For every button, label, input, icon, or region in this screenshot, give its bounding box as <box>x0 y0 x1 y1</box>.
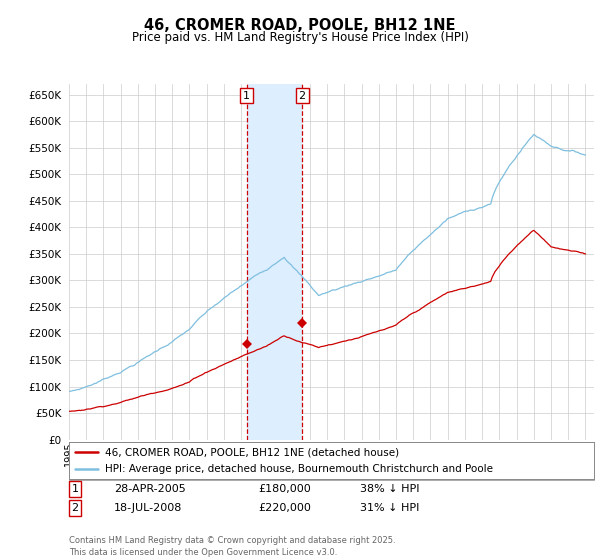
Text: 38% ↓ HPI: 38% ↓ HPI <box>360 484 419 494</box>
Text: 28-APR-2005: 28-APR-2005 <box>114 484 186 494</box>
Text: £180,000: £180,000 <box>258 484 311 494</box>
Text: 2: 2 <box>71 503 79 513</box>
Text: 46, CROMER ROAD, POOLE, BH12 1NE (detached house): 46, CROMER ROAD, POOLE, BH12 1NE (detach… <box>105 447 399 457</box>
Text: 18-JUL-2008: 18-JUL-2008 <box>114 503 182 513</box>
Text: 1: 1 <box>243 91 250 101</box>
Text: £220,000: £220,000 <box>258 503 311 513</box>
Text: 46, CROMER ROAD, POOLE, BH12 1NE: 46, CROMER ROAD, POOLE, BH12 1NE <box>144 18 456 33</box>
Text: 2: 2 <box>299 91 306 101</box>
Text: HPI: Average price, detached house, Bournemouth Christchurch and Poole: HPI: Average price, detached house, Bour… <box>105 464 493 474</box>
Text: 31% ↓ HPI: 31% ↓ HPI <box>360 503 419 513</box>
Text: Price paid vs. HM Land Registry's House Price Index (HPI): Price paid vs. HM Land Registry's House … <box>131 31 469 44</box>
Bar <box>247 84 302 440</box>
Text: Contains HM Land Registry data © Crown copyright and database right 2025.
This d: Contains HM Land Registry data © Crown c… <box>69 536 395 557</box>
Text: 1: 1 <box>71 484 79 494</box>
